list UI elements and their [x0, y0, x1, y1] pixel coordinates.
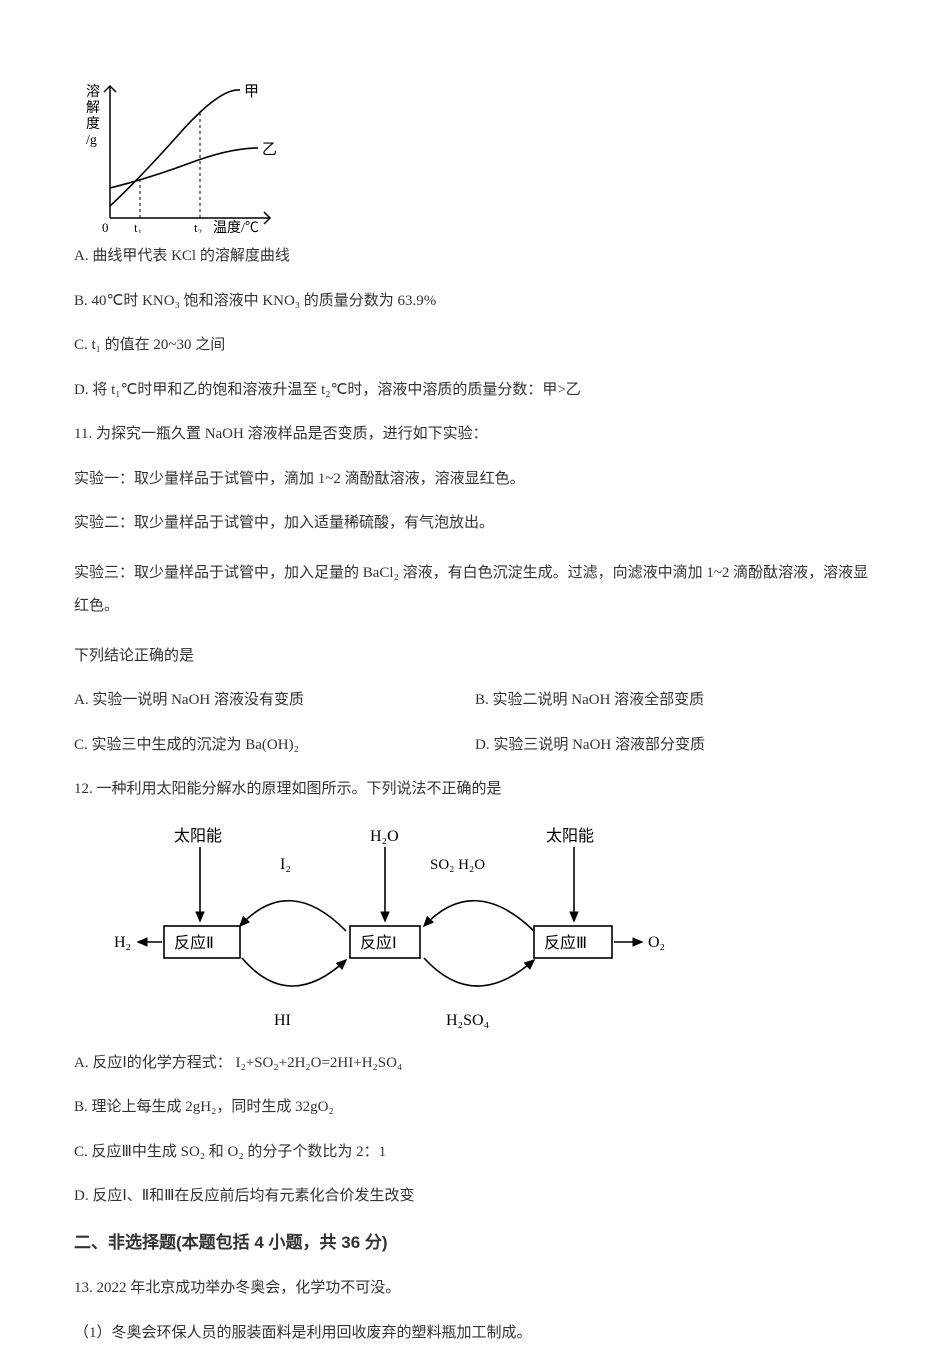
- q12-diagram: 太阳能 H₂O 太阳能 反应Ⅱ 反应Ⅰ 反应Ⅲ H₂ O₂ I₂ HI SO₂ …: [114, 823, 876, 1038]
- q12-option-c: C. 反应Ⅲ中生成 SO₂ 和 O₂ 的分子个数比为 2：1: [74, 1141, 876, 1164]
- q11-option-d: D. 实验三说明 NaOH 溶液部分变质: [475, 734, 876, 757]
- svg-text:解: 解: [86, 100, 100, 116]
- q11-exp2: 实验二：取少量样品于试管中，加入适量稀硫酸，有气泡放出。: [74, 512, 876, 535]
- q11-prompt: 下列结论正确的是: [74, 645, 876, 668]
- q12-a-pre: A. 反应Ⅰ的化学方程式：: [74, 1055, 232, 1071]
- q12-stem: 12. 一种利用太阳能分解水的原理如图所示。下列说法不正确的是: [74, 778, 876, 801]
- svg-text:0: 0: [102, 220, 109, 233]
- svg-text:甲: 甲: [244, 84, 259, 100]
- svg-text:太阳能: 太阳能: [546, 827, 594, 845]
- svg-text:溶: 溶: [86, 84, 100, 100]
- svg-text:SO₂ H₂O: SO₂ H₂O: [430, 857, 485, 873]
- solubility-chart: 溶 解 度 /g 0 t₁ t₂ 温度/℃ 乙 甲: [80, 78, 876, 233]
- svg-text:I₂: I₂: [280, 856, 291, 873]
- svg-text:/g: /g: [86, 133, 97, 148]
- q11-exp1: 实验一：取少量样品于试管中，滴加 1~2 滴酚酞溶液，溶液显红色。: [74, 468, 876, 491]
- q12-option-b: B. 理论上每生成 2gH₂，同时生成 32gO₂: [74, 1096, 876, 1119]
- q13-stem: 13. 2022 年北京成功举办冬奥会，化学功不可没。: [74, 1277, 876, 1300]
- svg-text:反应Ⅲ: 反应Ⅲ: [544, 933, 587, 952]
- section2-title: 二、非选择题(本题包括 4 小题，共 36 分): [74, 1230, 876, 1256]
- svg-text:H₂O: H₂O: [370, 828, 399, 845]
- q12-a-eq: I₂+SO₂+2H₂O=2HI+H₂SO₄: [236, 1055, 403, 1071]
- svg-text:HI: HI: [274, 1012, 291, 1029]
- svg-text:反应Ⅱ: 反应Ⅱ: [174, 933, 214, 952]
- q11-exp3: 实验三：取少量样品于试管中，加入足量的 BaCl₂ 溶液，有白色沉淀生成。过滤，…: [74, 557, 876, 623]
- q10-option-c: C. t₁ 的值在 20~30 之间: [74, 334, 876, 357]
- q12-option-a: A. 反应Ⅰ的化学方程式： I₂+SO₂+2H₂O=2HI+H₂SO₄: [74, 1052, 876, 1075]
- q11-stem: 11. 为探究一瓶久置 NaOH 溶液样品是否变质，进行如下实验：: [74, 423, 876, 446]
- svg-text:温度/℃: 温度/℃: [213, 220, 259, 233]
- q11-option-c: C. 实验三中生成的沉淀为 Ba(OH)₂: [74, 734, 475, 757]
- svg-text:t₁: t₁: [134, 220, 142, 233]
- svg-text:度: 度: [86, 116, 100, 132]
- q13-sub1: （1）冬奥会环保人员的服装面料是利用回收废弃的塑料瓶加工制成。: [74, 1322, 876, 1345]
- q10-option-d: D. 将 t₁℃时甲和乙的饱和溶液升温至 t₂℃时，溶液中溶质的质量分数：甲>乙: [74, 379, 876, 402]
- svg-text:太阳能: 太阳能: [174, 827, 222, 845]
- svg-text:反应Ⅰ: 反应Ⅰ: [360, 933, 397, 952]
- q11-option-a: A. 实验一说明 NaOH 溶液没有变质: [74, 689, 475, 712]
- q10-option-a: A. 曲线甲代表 KCl 的溶解度曲线: [74, 245, 876, 268]
- q11-option-b: B. 实验二说明 NaOH 溶液全部变质: [475, 689, 876, 712]
- svg-text:O₂: O₂: [648, 934, 665, 951]
- q12-option-d: D. 反应Ⅰ、Ⅱ和Ⅲ在反应前后均有元素化合价发生改变: [74, 1185, 876, 1208]
- q10-option-b: B. 40℃时 KNO₃ 饱和溶液中 KNO₃ 的质量分数为 63.9%: [74, 290, 876, 313]
- svg-text:t₂: t₂: [194, 220, 202, 233]
- svg-text:乙: 乙: [262, 142, 277, 158]
- svg-text:H₂SO₄: H₂SO₄: [446, 1012, 490, 1029]
- svg-text:H₂: H₂: [114, 934, 131, 951]
